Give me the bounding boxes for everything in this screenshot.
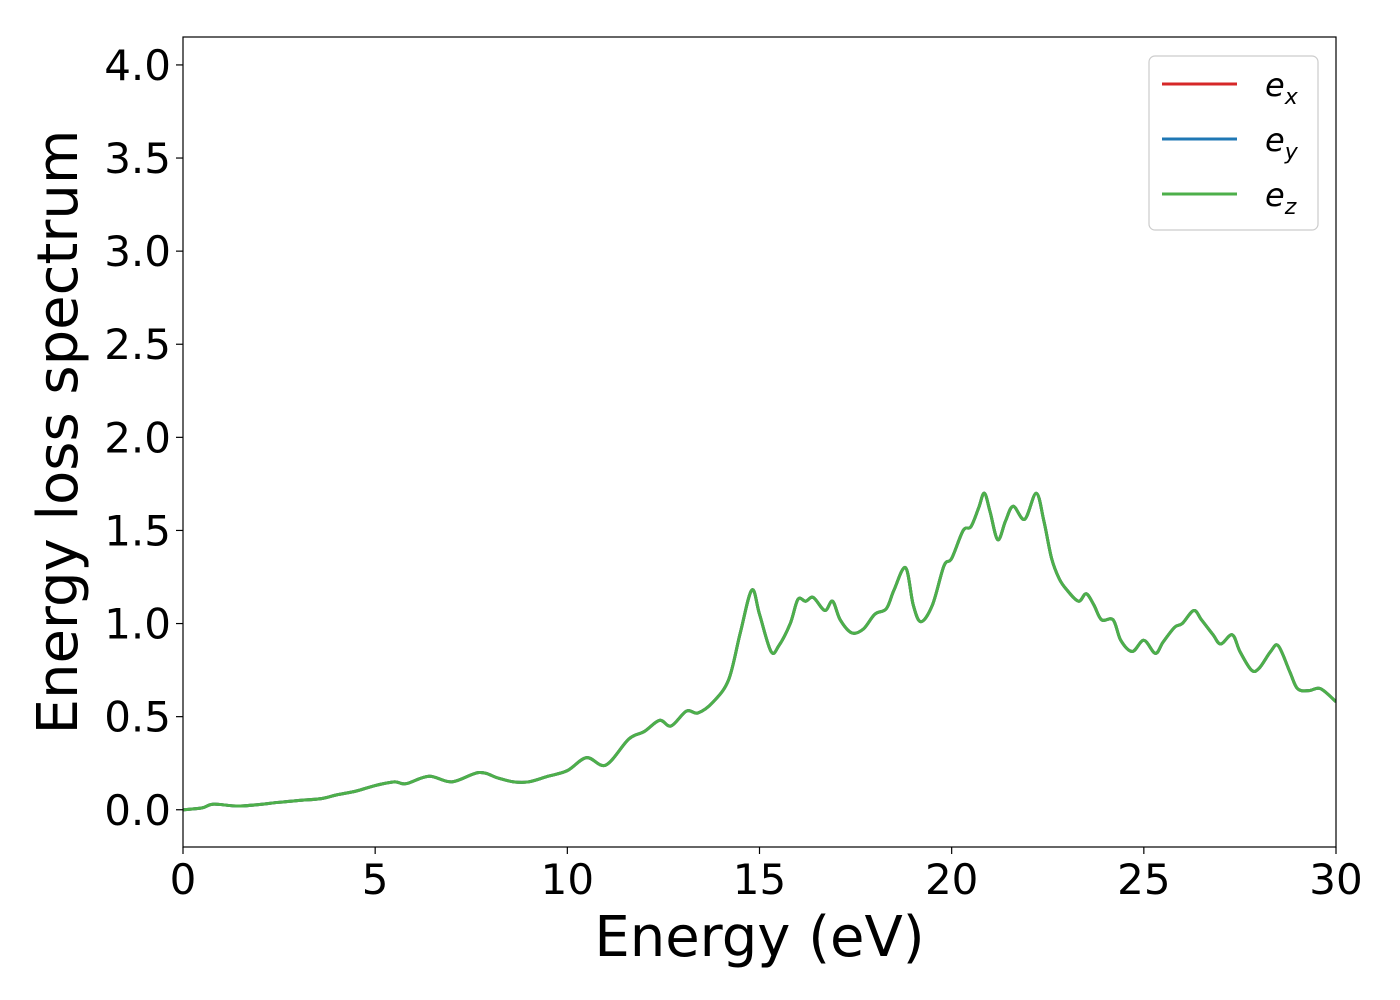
series-line-e_z: [183, 491, 1336, 812]
x-tick-label: 30: [1309, 855, 1362, 904]
series-layer: [183, 491, 1336, 812]
x-tick-label: 5: [362, 855, 389, 904]
x-tick-label: 20: [925, 855, 978, 904]
y-tick-label: 0.0: [104, 786, 171, 835]
y-tick-label: 1.5: [104, 506, 171, 555]
x-axis: 0 5 10 15 20 25 30: [170, 847, 1363, 904]
x-tick-label: 0: [170, 855, 197, 904]
x-tick-label: 25: [1117, 855, 1170, 904]
y-tick-label: 0.5: [104, 693, 171, 742]
y-tick-label: 2.5: [104, 320, 171, 369]
x-tick-label: 10: [541, 855, 594, 904]
x-tick-label: 15: [733, 855, 786, 904]
y-tick-label: 3.5: [104, 134, 171, 183]
y-axis: 0.0 0.5 1.0 1.5 2.0 2.5 3.0 3.5 4.0: [104, 41, 183, 835]
legend-label-e_x: ex: [1265, 66, 1299, 110]
x-axis-title: Energy (eV): [594, 905, 924, 970]
y-axis-title: Energy loss spectrum: [26, 130, 91, 735]
legend-subscript: y: [1284, 140, 1299, 165]
legend-box: [1148, 55, 1319, 231]
y-tick-label: 1.0: [104, 600, 171, 649]
y-tick-label: 2.0: [104, 413, 171, 462]
y-tick-label: 3.0: [104, 227, 171, 276]
legend-subscript: z: [1284, 195, 1297, 220]
legend-subscript: x: [1284, 85, 1299, 110]
y-tick-label: 4.0: [104, 41, 171, 90]
